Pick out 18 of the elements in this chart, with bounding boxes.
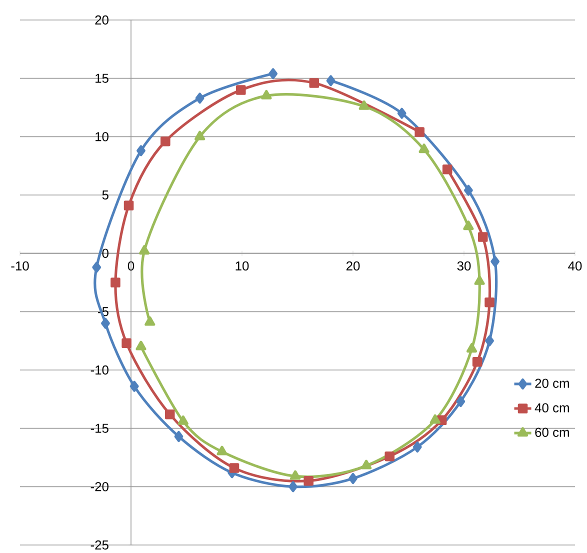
y-tick-label: 20 (95, 15, 108, 25)
y-tick-label: 0 (102, 248, 108, 258)
y-tick-label: 5 (102, 190, 108, 200)
y-tick-label: -20 (90, 482, 108, 492)
legend-label: 40 cm (534, 403, 569, 412)
y-tick-label: 15 (96, 74, 108, 83)
legend-label: 60 cm (535, 428, 569, 437)
x-tick-label: 30 (457, 261, 471, 271)
x-tick-label: 20 (346, 261, 360, 271)
x-tick-label: 40 (568, 261, 582, 271)
y-tick-label: -15 (90, 424, 108, 433)
y-tick-label: 10 (96, 132, 108, 142)
y-tick-label: -10 (90, 365, 108, 375)
x-tick-label: 0 (128, 261, 134, 271)
y-tick-label: -25 (90, 540, 108, 550)
x-tick-label: -10 (11, 261, 29, 271)
x-tick-label: 10 (236, 261, 249, 271)
legend-label: 20 cm (535, 378, 569, 388)
